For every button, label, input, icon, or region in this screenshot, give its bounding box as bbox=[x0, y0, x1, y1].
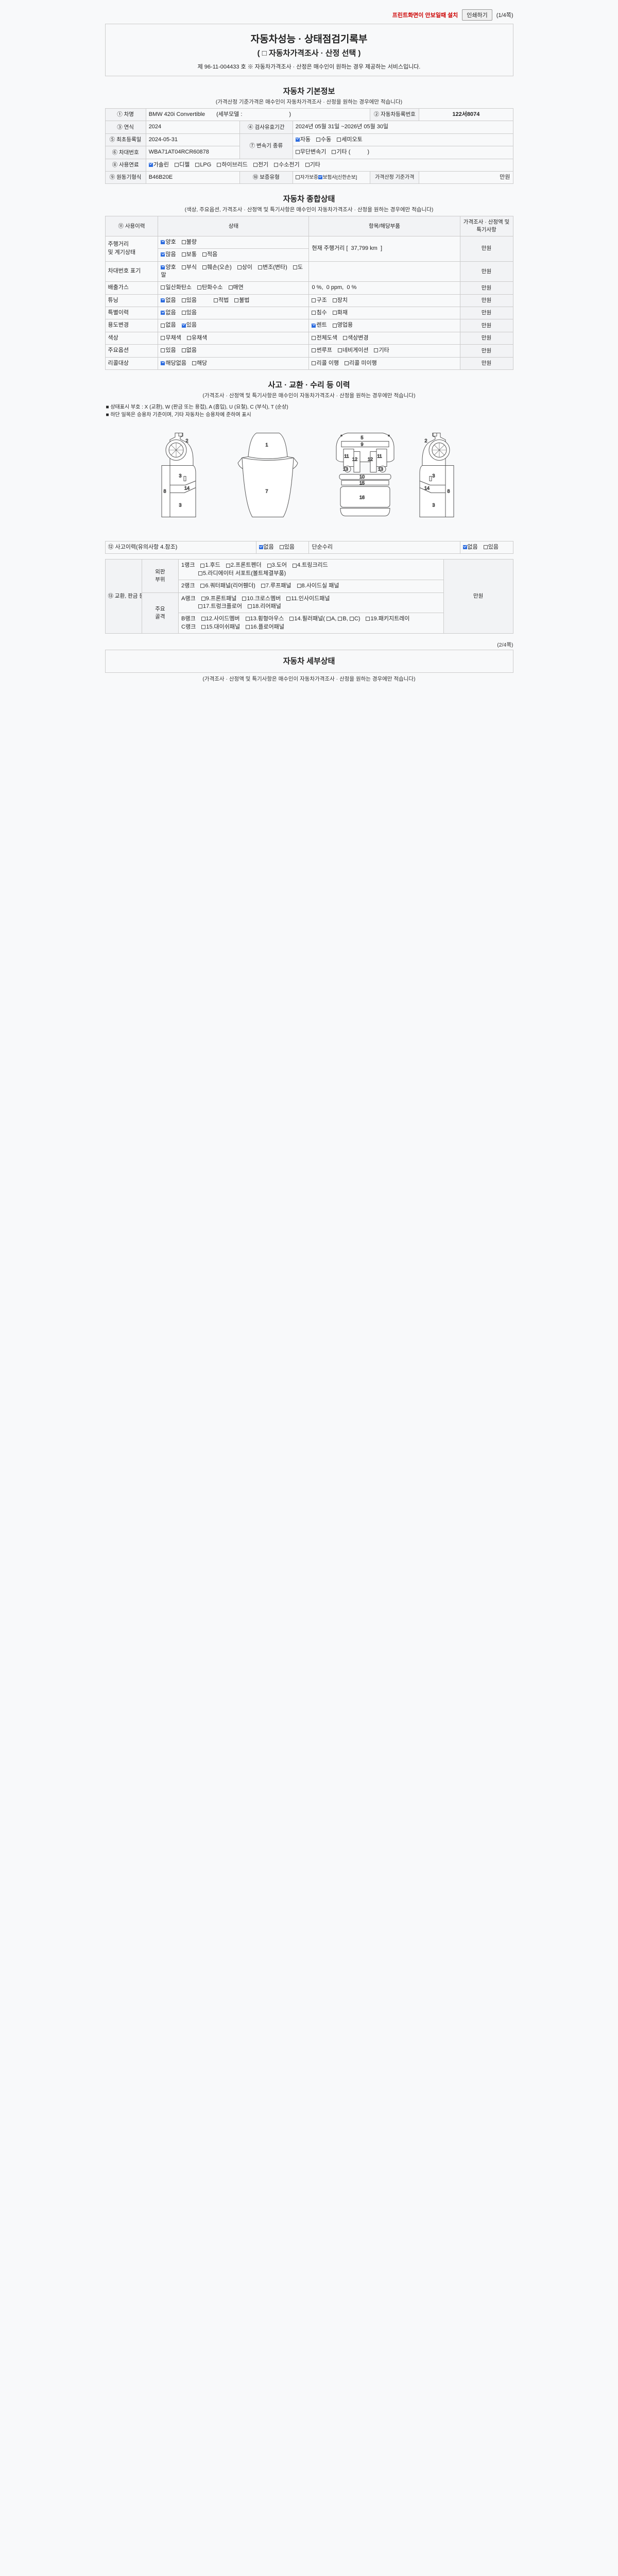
svg-text:3: 3 bbox=[432, 503, 435, 508]
svg-text:16: 16 bbox=[359, 495, 365, 500]
svg-text:8: 8 bbox=[447, 489, 450, 494]
svg-text:5: 5 bbox=[360, 435, 363, 440]
svg-text:3: 3 bbox=[179, 473, 181, 479]
svg-text:2: 2 bbox=[424, 438, 427, 444]
svg-text:15: 15 bbox=[359, 481, 365, 486]
svg-text:13: 13 bbox=[378, 467, 383, 472]
svg-text:11: 11 bbox=[344, 454, 349, 459]
svg-text:10: 10 bbox=[359, 474, 365, 480]
svg-text:1: 1 bbox=[265, 443, 268, 448]
svg-text:14: 14 bbox=[184, 486, 190, 491]
svg-text:12: 12 bbox=[352, 457, 357, 462]
svg-text:8: 8 bbox=[163, 489, 166, 494]
svg-text:3: 3 bbox=[432, 473, 435, 479]
svg-text:9: 9 bbox=[360, 442, 363, 447]
svg-text:11: 11 bbox=[377, 454, 382, 459]
svg-text:3: 3 bbox=[179, 503, 181, 508]
svg-text:12: 12 bbox=[368, 457, 373, 462]
svg-text:13: 13 bbox=[343, 467, 348, 472]
svg-text:2: 2 bbox=[185, 438, 188, 444]
svg-text:7: 7 bbox=[265, 489, 268, 494]
